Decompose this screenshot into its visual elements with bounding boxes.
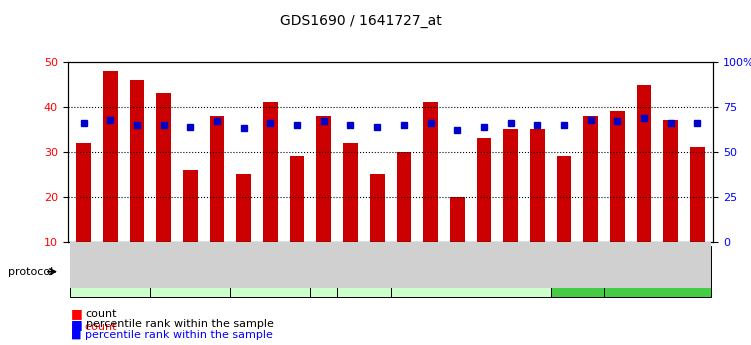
FancyBboxPatch shape [231,246,310,297]
Bar [316,116,331,242]
Bar [503,129,518,242]
Bar [210,116,225,242]
Bar [663,120,678,242]
Bar [578,241,604,288]
Bar [369,174,385,241]
Bar [690,147,704,242]
FancyBboxPatch shape [550,246,604,297]
Text: protocol: protocol [8,267,53,277]
Bar [310,241,337,288]
Text: count: count [86,309,117,319]
Bar [550,241,578,288]
Bar [257,241,284,288]
FancyBboxPatch shape [310,246,337,297]
Text: Nfull: Nfull [179,267,201,276]
Bar [424,102,438,242]
Bar [391,241,418,288]
Text: GDS1690 / 1641727_at: GDS1690 / 1641727_at [279,14,442,28]
Bar [610,111,625,241]
Bar [156,93,171,241]
Bar [631,241,657,288]
FancyBboxPatch shape [391,246,550,297]
Bar [97,241,124,288]
Bar [231,241,257,288]
Bar [556,156,572,241]
Bar [584,116,598,242]
Text: NDCterm, Delta: NDCterm, Delta [622,267,693,276]
Bar [263,102,278,242]
Bar [363,241,391,288]
Text: Nfull,
Delta: Nfull, Delta [312,262,336,282]
Bar [524,241,550,288]
Text: Delta: Delta [258,267,282,276]
Bar [444,241,471,288]
Bar [657,241,684,288]
Bar [418,241,444,288]
Bar [150,241,177,288]
Bar [284,241,310,288]
Bar [204,241,231,288]
Bar [77,143,91,241]
Text: control: control [95,267,126,276]
Bar [177,241,204,288]
Text: ■: ■ [71,318,83,331]
Bar [124,241,150,288]
Bar [290,156,304,241]
Text: ■ percentile rank within the sample: ■ percentile rank within the sample [71,330,273,340]
Text: percentile rank within the sample: percentile rank within the sample [86,319,273,329]
Bar [130,80,144,242]
FancyBboxPatch shape [150,246,231,297]
FancyBboxPatch shape [337,246,391,297]
FancyBboxPatch shape [604,246,710,297]
Text: NDCterm: NDCterm [556,267,598,276]
Bar [450,197,465,241]
Bar [337,241,363,288]
Text: Nfull, Delta lacking
intracellular domain: Nfull, Delta lacking intracellular domai… [425,262,517,282]
Bar [237,174,251,241]
Bar [497,241,524,288]
Bar [343,143,357,241]
Bar [477,138,491,241]
Bar [684,241,710,288]
Bar [530,129,544,242]
Bar [183,170,198,242]
Text: Delta lacking
intracellular
domain: Delta lacking intracellular domain [334,257,394,287]
Bar [604,241,631,288]
Bar [471,241,497,288]
Bar [71,241,97,288]
Bar [637,85,651,242]
Bar [397,152,412,242]
Text: ■ count: ■ count [71,321,117,331]
Bar [103,71,118,242]
FancyBboxPatch shape [71,246,150,297]
Text: ■: ■ [71,307,83,321]
